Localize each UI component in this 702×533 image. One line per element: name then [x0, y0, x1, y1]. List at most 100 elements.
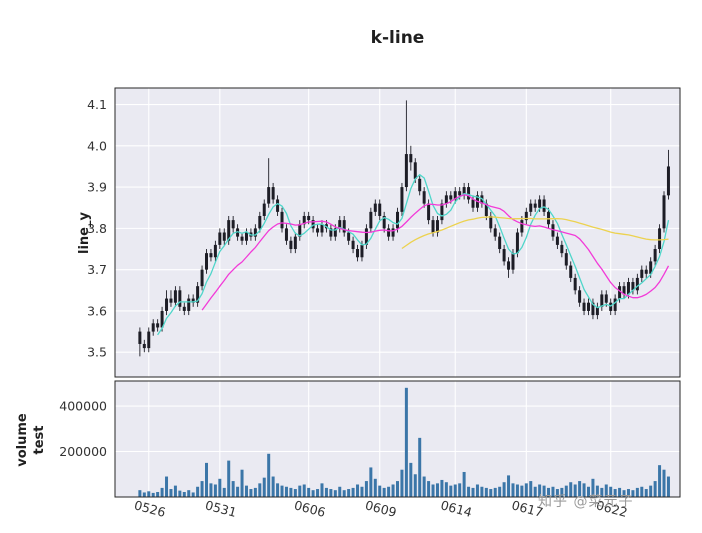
volume-bar: [404, 387, 408, 497]
candle-body: [244, 232, 248, 241]
candle-body: [284, 228, 288, 241]
volume-bar: [213, 484, 217, 497]
candle-body: [484, 203, 488, 216]
volume-bar: [453, 484, 457, 497]
volume-bar: [662, 469, 666, 497]
candle-body: [302, 215, 306, 225]
volume-bar: [240, 469, 244, 497]
volume-bar: [618, 487, 622, 497]
candle-body: [640, 269, 644, 278]
volume-ytick-label: 400000: [59, 399, 107, 414]
volume-bar: [493, 487, 497, 497]
candle-body: [147, 331, 151, 349]
volume-bar: [440, 479, 444, 497]
candle-body: [364, 228, 368, 245]
candle-body: [342, 220, 346, 233]
candle-body: [658, 228, 662, 250]
volume-bar: [293, 489, 297, 497]
candle-body: [178, 290, 182, 307]
candle-body: [356, 249, 360, 258]
volume-bar: [209, 483, 213, 497]
candle-body: [520, 220, 524, 233]
volume-bar: [142, 492, 146, 497]
candle-body: [427, 203, 431, 221]
volume-bar: [244, 485, 248, 497]
volume-bar: [342, 490, 346, 497]
volume-bar: [569, 482, 573, 497]
candle-body: [329, 228, 333, 237]
candle-body: [187, 298, 191, 311]
volume-bar: [378, 485, 382, 497]
price-ytick-label: 3.5: [87, 345, 107, 360]
volume-bar: [218, 478, 222, 497]
volume-bar: [187, 490, 191, 497]
volume-bar: [431, 484, 435, 497]
volume-bar: [324, 487, 328, 497]
candle-body: [191, 298, 195, 303]
volume-bar: [196, 486, 200, 497]
volume-bar: [631, 490, 635, 497]
candle-body: [200, 269, 204, 287]
volume-bar: [609, 486, 613, 497]
candle-body: [609, 302, 613, 311]
candle-body: [613, 298, 617, 311]
volume-bar: [551, 486, 555, 497]
candle-body: [387, 228, 391, 237]
candle-body: [649, 261, 653, 274]
candle-body: [533, 203, 537, 208]
candle-body: [253, 228, 257, 237]
volume-bar: [253, 487, 257, 497]
candle-body: [555, 236, 559, 245]
volume-bar: [173, 485, 177, 497]
volume-panel: [115, 381, 680, 497]
candle-body: [418, 178, 422, 192]
price-ytick-label: 3.7: [87, 262, 107, 277]
candle-body: [653, 249, 657, 262]
volume-bar: [205, 462, 209, 497]
candle-body: [453, 191, 457, 200]
watermark: 知乎 @菜元子: [538, 494, 634, 510]
volume-bar: [578, 481, 582, 497]
volume-bar: [653, 481, 657, 497]
volume-bar: [418, 437, 422, 497]
volume-bar: [555, 489, 559, 497]
volume-bar: [604, 484, 608, 497]
volume-bar: [360, 486, 364, 497]
candle-body: [316, 228, 320, 233]
candle-body: [258, 215, 262, 229]
candle-body: [573, 277, 577, 291]
candle-body: [218, 232, 222, 245]
candle-body: [413, 162, 417, 179]
volume-bar: [644, 489, 648, 497]
candle-body: [271, 187, 275, 200]
volume-bar: [435, 483, 439, 497]
volume-bar: [200, 481, 204, 497]
candle-body: [560, 244, 564, 254]
candle-body: [280, 211, 284, 229]
candle-body: [547, 211, 551, 225]
candle-body: [440, 203, 444, 221]
volume-bar: [147, 491, 151, 497]
volume-bar: [586, 486, 590, 497]
volume-panel-frame: [114, 380, 681, 498]
candle-body: [298, 224, 302, 237]
candle-body: [409, 154, 413, 163]
candle-body: [373, 203, 377, 212]
candle-body: [205, 253, 209, 270]
price-panel-frame: [114, 87, 681, 378]
volume-bar: [595, 485, 599, 497]
candle-body: [222, 232, 226, 241]
candle-body: [435, 220, 439, 233]
volume-bar: [347, 489, 351, 497]
candle-body: [666, 166, 670, 196]
volume-bar: [151, 492, 155, 497]
x-tick-label: 0526: [133, 497, 168, 520]
volume-bar: [538, 484, 542, 497]
price-panel: [115, 88, 680, 377]
volume-bar: [333, 490, 337, 497]
volume-bar: [498, 486, 502, 497]
price-ytick-label: 3.6: [87, 303, 107, 318]
volume-bar: [382, 487, 386, 497]
candle-body: [231, 220, 235, 229]
volume-bar: [289, 487, 293, 497]
